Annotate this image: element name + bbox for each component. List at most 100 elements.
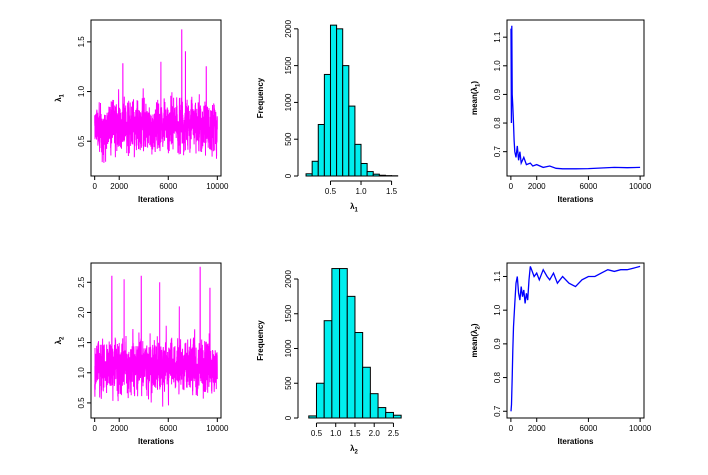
y-tick-label: 1000 <box>284 93 293 111</box>
y-axis-label-sub: 2 <box>60 336 66 340</box>
plot-frame <box>90 19 222 177</box>
y-axis-label: mean(λ1) <box>470 81 482 115</box>
x-axis-label-text: Iterations <box>138 195 175 204</box>
x-axis-label: Iterations <box>138 195 175 204</box>
y-tick-label: 500 <box>284 376 293 390</box>
x-tick-label: 10000 <box>206 182 229 191</box>
y-axis-label-text: mean(λ2) <box>470 323 482 357</box>
x-tick-label: 0 <box>92 424 97 433</box>
x-tick-label: 0 <box>92 182 97 191</box>
y-axis-label: Frequency <box>256 77 265 118</box>
x-axis-label-base: λ <box>350 444 355 453</box>
y-tick-label: 0 <box>284 173 293 178</box>
x-tick-label: 0.5 <box>311 429 323 438</box>
y-tick-label: 1.1 <box>493 31 502 43</box>
x-tick-label: 10000 <box>629 424 652 433</box>
y-tick-label: 1.0 <box>77 85 86 97</box>
x-axis-label: λ1 <box>350 202 358 214</box>
y-tick-label: 0.5 <box>77 397 86 409</box>
y-tick-label: 2.0 <box>77 306 86 318</box>
histogram-bar <box>315 382 325 419</box>
histogram-bar <box>342 65 350 177</box>
histogram-bar <box>329 24 338 177</box>
x-tick-label: 2000 <box>528 424 546 433</box>
y-axis-label: Frequency <box>256 320 265 361</box>
x-tick-label: 2000 <box>528 182 546 191</box>
y-axis-label-text: Frequency <box>256 77 265 118</box>
x-tick-label: 10000 <box>629 182 652 191</box>
x-tick-label: 10000 <box>206 424 229 433</box>
panel-hist-lambda1: 0.5 1.0 1.5 λ1 0 500 1000 1500 2000 Frequency <box>256 19 399 214</box>
y-axis-label-text: λ2 <box>54 336 66 344</box>
x-tick-label: 1.5 <box>386 187 398 196</box>
trace-line <box>94 266 218 407</box>
y-axis-label-sub: 1 <box>60 93 66 97</box>
y-tick-label: 0.5 <box>77 135 86 147</box>
histogram-bar <box>378 174 386 177</box>
histogram-bar <box>377 407 387 419</box>
x-tick-label: 1.5 <box>349 429 361 438</box>
y-tick-label: 0.7 <box>493 146 502 158</box>
y-axis-label-text: λ1 <box>54 93 66 101</box>
y-tick-label: 0 <box>284 415 293 420</box>
running-mean-line <box>510 265 641 412</box>
panel-trace-lambda2: 0 2000 6000 10000 Iterations 0.5 1.0 1.5 2.0 2.5 λ… <box>54 262 229 446</box>
x-axis-label-sub: 1 <box>355 208 359 214</box>
x-tick-label: 0.5 <box>325 187 337 196</box>
y-tick-label: 0.8 <box>493 371 502 383</box>
y-tick-label: 1500 <box>284 304 293 322</box>
x-tick-label: 2000 <box>110 182 128 191</box>
y-tick-label: 0.8 <box>493 117 502 129</box>
y-axis-label-base: mean(λ <box>470 86 479 115</box>
y-axis-label-text: mean(λ1) <box>470 81 482 115</box>
histogram-bar <box>366 171 374 177</box>
histogram-bar <box>346 295 356 419</box>
y-axis-label-suffix: ) <box>470 81 479 84</box>
x-axis-label: Iterations <box>138 437 175 446</box>
panel-trace-lambda1: 0 2000 6000 10000 Iterations 0.5 1.0 1.5 λ1 <box>54 19 229 204</box>
trace-line <box>94 29 218 163</box>
y-tick-label: 1000 <box>284 339 293 357</box>
histogram-bar <box>331 268 341 419</box>
histogram-bar <box>372 173 380 177</box>
plot-frame <box>90 262 222 419</box>
x-tick-label: 2000 <box>110 424 128 433</box>
y-tick-label: 2.5 <box>77 276 86 288</box>
histogram-bar <box>336 28 344 177</box>
x-tick-label: 1.0 <box>355 187 367 196</box>
histogram-bar <box>317 123 325 177</box>
x-tick-label: 0 <box>509 424 514 433</box>
histogram-bar <box>323 320 333 419</box>
histogram-bar <box>339 268 348 419</box>
y-axis-label: λ2 <box>54 336 66 344</box>
y-tick-label: 0.9 <box>493 338 502 350</box>
y-axis-label-sub: 2 <box>476 326 482 330</box>
y-tick-label: 1500 <box>284 56 293 74</box>
y-tick-label: 1.5 <box>77 337 86 349</box>
y-axis-label: mean(λ2) <box>470 323 482 357</box>
histogram-bar <box>305 173 313 177</box>
y-axis-label: λ1 <box>54 93 66 101</box>
histogram-bar <box>385 411 394 419</box>
x-axis-label-text: λ2 <box>350 444 358 456</box>
y-tick-label: 0.9 <box>493 88 502 100</box>
histogram-bar <box>323 73 331 177</box>
histogram-bar <box>311 160 319 177</box>
plot-frame <box>506 262 645 419</box>
x-tick-label: 0 <box>509 182 514 191</box>
y-tick-label: 1.0 <box>493 304 502 316</box>
y-tick-label: 1.1 <box>493 270 502 282</box>
x-tick-label: 6000 <box>580 182 598 191</box>
y-tick-label: 2000 <box>284 270 293 288</box>
x-axis-label-text: λ1 <box>350 202 358 214</box>
panel-hist-lambda2: 0.5 1.0 1.5 2.0 2.5 λ2 0 500 1000 1500 2000 Frequen… <box>256 268 402 456</box>
x-axis-label-base: λ <box>350 202 355 211</box>
y-axis-label-suffix: ) <box>470 323 479 326</box>
y-axis-label-sub: 1 <box>476 83 482 87</box>
y-tick-label: 0.7 <box>493 405 502 417</box>
histogram-bar <box>354 332 364 419</box>
x-tick-label: 2.0 <box>369 429 381 438</box>
x-tick-label: 1.0 <box>330 429 342 438</box>
histogram-bar <box>369 393 379 419</box>
